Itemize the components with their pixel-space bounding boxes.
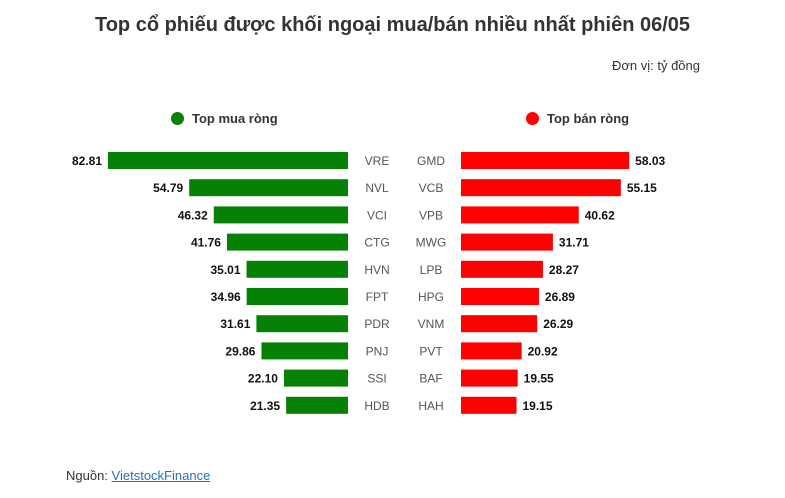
buy-value-label: 35.01 [211,263,241,277]
sell-category-label: VPB [419,208,443,222]
buy-category-label: HDB [364,399,389,413]
sell-value-label: 26.89 [545,290,575,304]
sell-bar [461,152,630,169]
buy-value-label: 21.35 [250,399,280,413]
buy-bar [226,233,348,251]
sell-category-label: MWG [416,236,447,250]
legend-buy: Top mua ròng [171,111,278,126]
buy-bar [283,369,348,387]
sell-category-label: HPG [418,290,444,304]
buy-category-label: HVN [364,263,389,277]
buy-bar [189,179,348,197]
chart-title: Top cổ phiếu được khối ngoại mua/bán nhi… [94,14,691,36]
sell-bar [461,369,518,387]
buy-value-label: 82.81 [72,154,102,168]
sell-value-label: 20.92 [528,344,558,358]
buy-value-label: 29.86 [225,344,255,358]
buy-category-label: NVL [365,181,389,195]
buy-value-label: 54.79 [153,181,183,195]
buy-bar [213,206,348,224]
sell-category-label: PVT [419,344,443,358]
buy-category-label: CTG [364,236,389,250]
buy-category-label: SSI [367,372,386,386]
buy-value-label: 46.32 [178,208,208,222]
legend-buy-marker [171,112,184,125]
buy-value-label: 31.61 [220,317,250,331]
buy-bar [261,342,348,360]
sell-value-label: 31.71 [559,236,589,250]
buy-category-label: PNJ [366,344,389,358]
sell-bar [461,315,538,333]
buy-bar [246,288,348,305]
source-link[interactable]: VietstockFinance [111,468,211,483]
buy-bar [286,396,348,414]
sell-bar [461,233,553,251]
legend-buy-label: Top mua ròng [192,111,278,126]
unit-label: Đơn vị: tỷ đồng [611,58,700,73]
sell-category-label: LPB [420,263,443,277]
buy-bar [256,315,348,333]
sell-value-label: 28.27 [549,263,579,277]
sell-category-label: VNM [418,317,445,331]
buy-bar [108,152,348,169]
sell-value-label: 55.15 [627,181,657,195]
sell-value-label: 40.62 [585,208,615,222]
buy-bar [246,260,348,278]
sell-bar [461,179,621,197]
sell-bar [461,396,517,414]
sell-bar [461,288,539,305]
legend-sell-label: Top bán ròng [547,111,630,126]
buy-value-label: 41.76 [191,236,221,250]
buy-category-label: FPT [366,290,389,304]
sell-value-label: 58.03 [635,154,665,168]
sell-value-label: 26.29 [543,317,573,331]
sell-category-label: GMD [417,154,445,168]
sell-value-label: 19.15 [523,399,553,413]
buy-category-label: VCI [367,208,387,222]
buy-category-label: PDR [364,317,390,331]
legend-sell: Top bán ròng [526,111,629,126]
sell-category-label: VCB [419,181,444,195]
sell-bar [461,260,543,278]
source-note: Nguồn: VietstockFinance [66,468,210,483]
sell-bar [461,342,522,360]
source-prefix: Nguồn: [66,468,112,483]
legend-sell-marker [526,112,539,125]
buy-value-label: 34.96 [211,290,241,304]
sell-category-label: HAH [418,399,443,413]
sell-value-label: 19.55 [524,372,554,386]
buy-category-label: VRE [365,154,390,168]
sell-category-label: BAF [419,372,442,386]
buy-value-label: 22.10 [248,372,278,386]
sell-bar [461,206,579,224]
